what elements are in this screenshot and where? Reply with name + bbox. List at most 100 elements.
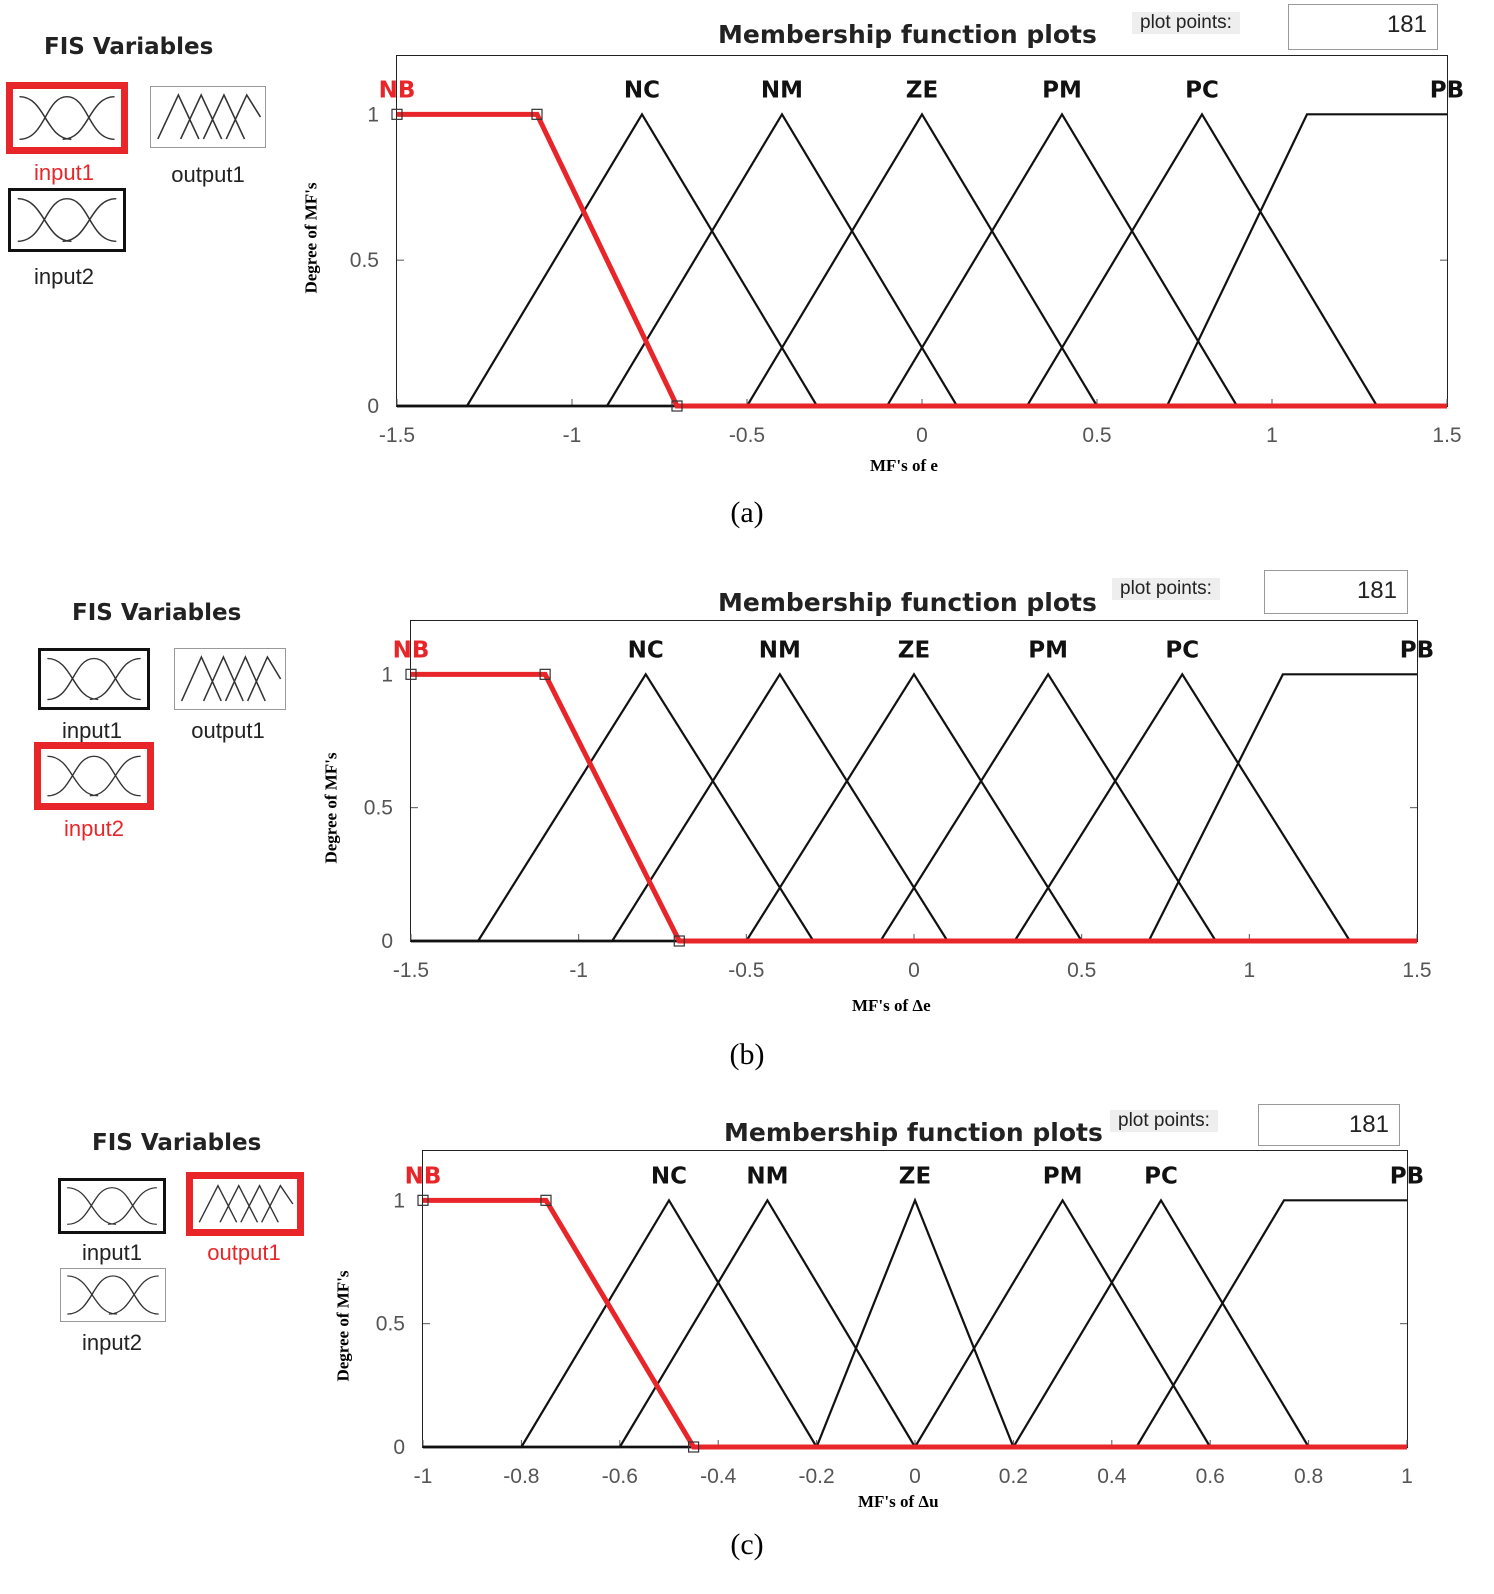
x-tick-label: 0.8 xyxy=(1294,1465,1323,1488)
mf-label-ze: ZE xyxy=(899,1163,931,1189)
mf-handle[interactable] xyxy=(539,668,551,680)
y-axis-label: Degree of MF's xyxy=(333,1270,353,1382)
x-tick-label: 1 xyxy=(1266,424,1278,447)
input-mf-icon xyxy=(67,1187,157,1225)
output-mf-icon xyxy=(180,655,282,702)
mf-label-ze: ZE xyxy=(906,77,938,103)
mf-plot-svg[interactable]: 0 0.5 1 -1 -0.8 -0.6 -0.4 -0.2 0 0.2 0.4 0.6 0.8 1 NC N… xyxy=(376,1151,1424,1488)
mf-label-ze: ZE xyxy=(898,637,930,663)
x-tick-label: -0.4 xyxy=(700,1465,737,1488)
fis-variable-output1[interactable] xyxy=(174,648,286,710)
mf-label-pc: PC xyxy=(1144,1163,1178,1189)
mf-label-pb: PB xyxy=(1430,77,1464,103)
x-tick-label: 0 xyxy=(916,424,928,447)
mf-handle[interactable] xyxy=(405,668,417,680)
mf-label-nc: NC xyxy=(624,77,660,103)
fis-variables-title: FIS Variables xyxy=(92,1130,262,1156)
fis-variables-title: FIS Variables xyxy=(72,600,242,626)
plot-title: Membership function plots xyxy=(718,20,1097,49)
y-tick-label: 0.5 xyxy=(364,797,393,820)
plot-title: Membership function plots xyxy=(718,588,1097,617)
mf-curve-nb[interactable] xyxy=(423,1197,1407,1450)
fis-variable-input1[interactable] xyxy=(38,648,150,710)
caption: (b) xyxy=(729,1038,765,1071)
input-mf-icon xyxy=(67,1275,159,1315)
mf-handle[interactable] xyxy=(391,108,403,120)
fis-variable-input2[interactable] xyxy=(34,742,154,810)
mf-label-nm: NM xyxy=(759,637,801,663)
x-tick-label: 1 xyxy=(1243,959,1255,982)
fis-variable-input2[interactable] xyxy=(60,1268,166,1322)
panel-a: FIS Variables input1 output1 input2 Memb… xyxy=(0,0,1494,540)
mf-handle[interactable] xyxy=(688,1441,700,1453)
plot-points-input[interactable]: 181 xyxy=(1258,1104,1400,1146)
fis-variable-label-input1: input1 xyxy=(62,718,122,743)
x-tick-label: -1.5 xyxy=(379,424,415,447)
mf-label-pm: PM xyxy=(1042,77,1082,103)
mf-handle[interactable] xyxy=(540,1194,552,1206)
x-tick-label: 1.5 xyxy=(1402,959,1431,982)
mf-curve-nb[interactable] xyxy=(397,111,1447,409)
caption: (a) xyxy=(730,496,764,529)
mf-handle[interactable] xyxy=(673,935,685,947)
mf-plot-svg[interactable]: 0 0.5 1 -1.5 -1 -0.5 0 0.5 1 1.5 NC NM ZE PM PC PB NB xyxy=(364,621,1434,982)
plot-title: Membership function plots xyxy=(724,1118,1103,1147)
mf-label-nb: NB xyxy=(379,77,416,103)
x-axis-label: MF's of Δe xyxy=(852,996,931,1015)
x-tick-label: -1 xyxy=(414,1465,433,1488)
mf-label-pm: PM xyxy=(1028,637,1068,663)
mf-label-nm: NM xyxy=(746,1163,788,1189)
plot-points-label: plot points: xyxy=(1132,12,1240,34)
output-mf-icon xyxy=(157,93,262,140)
mf-plot-axes[interactable]: 0 0.5 1 -1.5 -1 -0.5 0 0.5 1 1.5 NC NM ZE PM PC PB NB xyxy=(350,55,1464,447)
x-tick-label: -0.8 xyxy=(503,1465,539,1488)
fis-variable-output1[interactable] xyxy=(150,86,266,148)
input-mf-icon xyxy=(19,96,115,140)
fis-variable-input1[interactable] xyxy=(58,1178,166,1234)
x-axis-label: MF's of e xyxy=(870,456,938,475)
caption: (c) xyxy=(730,1528,764,1561)
mf-label-nb: NB xyxy=(393,637,430,663)
x-tick-label: 0 xyxy=(908,959,920,982)
panel-b: FIS Variables input1 output1 input2 Memb… xyxy=(34,570,1434,1071)
output-mf-icon xyxy=(198,1184,294,1223)
fis-variables-title: FIS Variables xyxy=(44,34,214,60)
x-tick-label: -1 xyxy=(563,424,582,447)
plot-points-label: plot points: xyxy=(1110,1110,1218,1132)
y-tick-label: 1 xyxy=(367,103,379,126)
mf-handle[interactable] xyxy=(531,108,543,120)
mf-handle[interactable] xyxy=(671,400,683,412)
mf-handle[interactable] xyxy=(417,1194,429,1206)
plot-points-input[interactable]: 181 xyxy=(1288,4,1438,50)
fis-variable-label-input1: input1 xyxy=(82,1240,142,1265)
mf-label-pb: PB xyxy=(1400,637,1434,663)
x-axis-label: MF's of Δu xyxy=(858,1492,939,1511)
x-tick-label: 0.6 xyxy=(1196,1465,1225,1488)
fis-variable-label-input2: input2 xyxy=(34,264,94,289)
mf-plot-axes[interactable]: 0 0.5 1 -1.5 -1 -0.5 0 0.5 1 1.5 NC NM ZE PM PC PB NB xyxy=(364,620,1434,982)
y-tick-label: 0 xyxy=(367,395,379,418)
x-tick-label: -1.5 xyxy=(393,959,429,982)
x-tick-label: 0.5 xyxy=(1067,959,1096,982)
plot-points-label: plot points: xyxy=(1112,578,1220,600)
input-mf-icon xyxy=(47,657,141,701)
fis-variable-input1[interactable] xyxy=(6,82,128,154)
x-tick-label: -0.5 xyxy=(729,424,765,447)
mf-plot-svg[interactable]: 0 0.5 1 -1.5 -1 -0.5 0 0.5 1 1.5 NC NM ZE PM PC PB NB xyxy=(350,56,1464,447)
mf-label-pc: PC xyxy=(1185,77,1219,103)
plot-points-input[interactable]: 181 xyxy=(1264,570,1408,614)
mf-plot-axes[interactable]: 0 0.5 1 -1 -0.8 -0.6 -0.4 -0.2 0 0.2 0.4 0.6 0.8 1 NC N… xyxy=(376,1150,1424,1488)
x-tick-label: 1.5 xyxy=(1432,424,1461,447)
fis-variable-output1[interactable] xyxy=(186,1172,304,1236)
fis-variable-label-input1: input1 xyxy=(34,160,94,185)
x-tick-label: -0.2 xyxy=(799,1465,835,1488)
x-tick-label: 0.4 xyxy=(1097,1465,1127,1488)
y-tick-label: 0 xyxy=(393,1436,405,1459)
mf-label-nc: NC xyxy=(628,637,664,663)
input-mf-icon xyxy=(47,755,141,797)
fis-variable-input2[interactable] xyxy=(8,188,126,252)
mf-label-pc: PC xyxy=(1165,637,1199,663)
fis-variable-label-output1: output1 xyxy=(207,1240,281,1265)
mf-curve-nb[interactable] xyxy=(411,671,1417,944)
